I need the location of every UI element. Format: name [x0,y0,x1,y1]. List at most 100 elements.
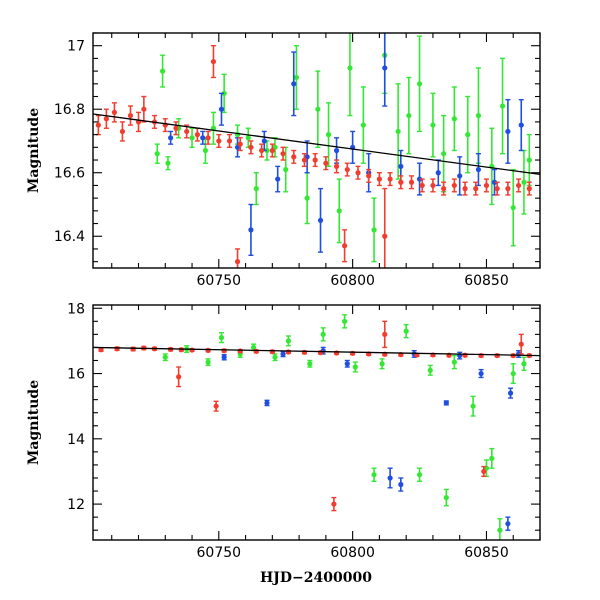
data-point [494,186,500,192]
data-point [342,318,348,324]
data-point [491,179,498,185]
data-point [371,227,377,233]
bottom-x-tick-label: 60850 [464,545,509,561]
data-point [264,400,270,406]
data-point [304,195,310,201]
data-point [213,403,219,409]
data-point [226,138,233,144]
top-panel-y-axis-label: Magnitude [26,108,42,193]
data-point [176,374,182,380]
top-y-tick-label: 16.4 [54,229,85,245]
top-y-tick-label: 17 [67,39,85,55]
data-point [119,128,126,135]
top-panel-frame [92,32,541,269]
data-point [248,144,254,150]
data-point [95,122,101,128]
data-point [154,151,160,157]
data-point [103,116,109,122]
data-point [510,205,516,211]
data-point [98,347,104,353]
data-point [430,122,436,128]
top-x-tick-label: 60850 [464,273,509,289]
data-point [406,112,412,119]
top-trend-line [93,113,540,175]
data-point [494,352,500,359]
data-point [280,351,286,357]
data-point [395,128,401,135]
data-point [465,132,471,138]
data-point [462,186,468,192]
data-point [285,338,291,344]
data-point [205,347,211,353]
data-point [382,331,388,337]
data-point [325,132,332,138]
data-point [317,217,324,223]
data-point [333,147,340,154]
data-point [526,186,532,192]
data-point [269,349,275,355]
data-point [259,147,265,154]
data-point [403,328,409,334]
data-point [462,352,468,358]
data-point [205,359,211,365]
bottom-series-1 [221,346,522,531]
data-point [355,170,361,176]
data-point [382,233,388,239]
data-point [505,521,511,527]
top-y-tick-label: 16.6 [54,166,85,182]
data-point [218,335,225,341]
data-point [435,170,441,176]
top-x-tick-label: 60800 [330,273,375,289]
data-point [162,354,168,360]
data-point [515,182,522,189]
data-point [216,138,222,144]
bottom-y-tick-label: 18 [67,301,85,317]
data-point [457,173,463,179]
data-point [416,472,423,478]
data-point [165,160,171,166]
data-point [499,103,506,109]
top-panel-ticks: 60750 60800 60850 16.4 16.6 16.8 17 [54,32,541,289]
data-point [280,151,286,157]
data-point [387,475,393,481]
data-point [475,112,482,119]
top-panel: 60750 60800 60850 16.4 16.6 16.8 17 Magnitude [26,32,541,289]
bottom-panel: 60750 60800 60850 12 14 16 18 Magnitude HJD−24… [26,301,541,586]
data-point [168,135,174,141]
data-point [317,350,324,356]
bottom-panel-plot-area [93,314,540,540]
bottom-x-tick-label: 60750 [197,545,242,561]
data-point [416,176,423,182]
data-point [307,361,313,367]
top-series-1 [168,33,524,256]
data-point [470,403,476,409]
data-point [221,354,227,360]
data-point [475,166,482,173]
data-point [205,135,211,141]
top-series-2 [95,45,532,268]
data-point [210,58,217,65]
data-point [481,468,487,475]
data-point [293,74,300,81]
data-point [344,166,350,173]
data-point [510,370,516,377]
bottom-series-0 [162,314,527,540]
data-point [379,361,385,367]
data-point [253,348,259,354]
data-point [272,354,278,360]
data-point [283,166,289,173]
data-point [141,106,147,112]
data-point [521,361,527,367]
top-x-tick-label: 60750 [197,273,242,289]
bottom-x-tick-label: 60800 [330,545,375,561]
bottom-y-tick-label: 12 [67,497,85,513]
data-point [350,350,356,356]
data-point [221,348,227,354]
data-point [291,154,297,160]
data-point [518,122,524,128]
data-point [430,182,436,189]
bottom-panel-ticks: 60750 60800 60850 12 14 16 18 [67,301,541,561]
data-point [344,361,350,367]
data-point [360,122,366,128]
